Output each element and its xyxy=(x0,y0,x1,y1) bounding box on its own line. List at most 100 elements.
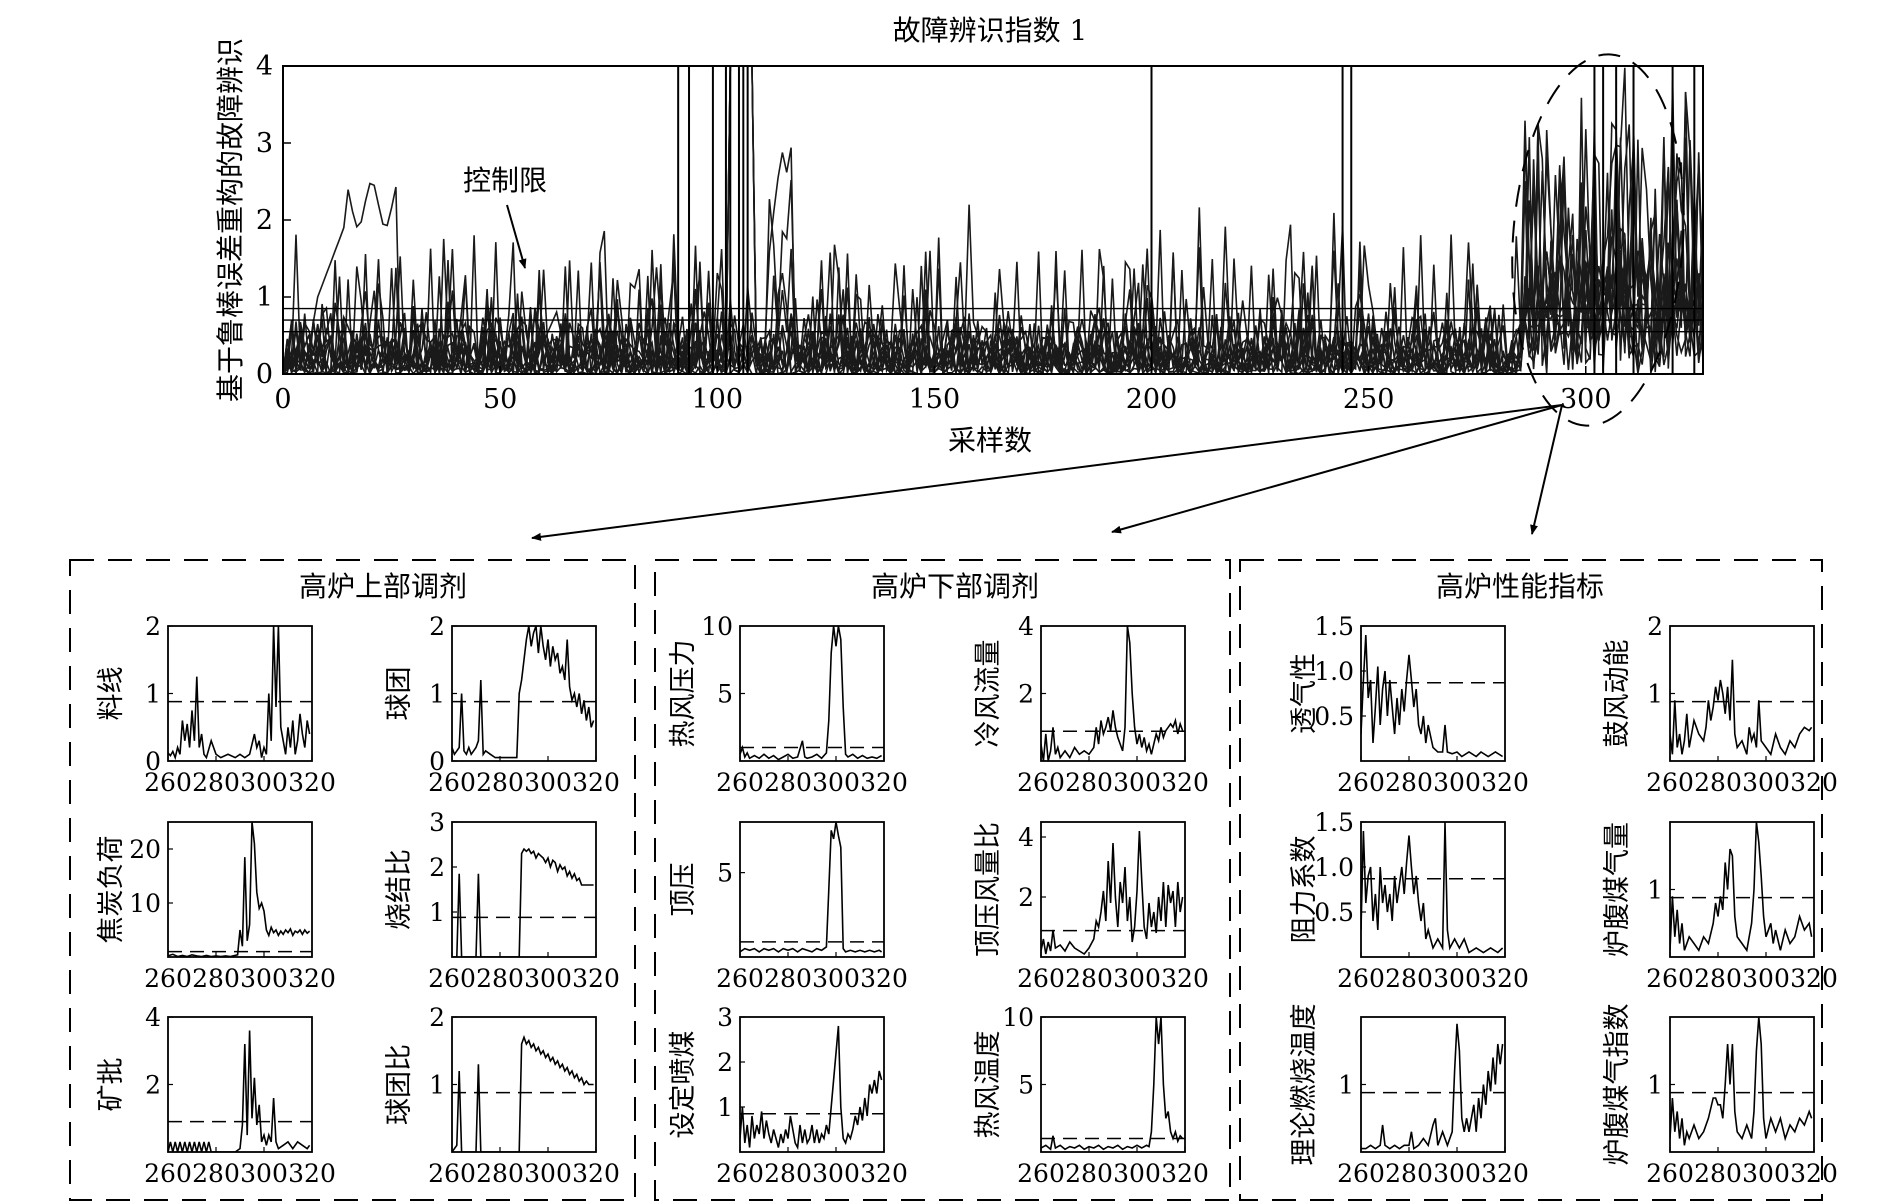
subplot-ylabel: 矿批 xyxy=(96,1058,127,1112)
subplot-series-line xyxy=(1670,1017,1813,1146)
subplot-series-line xyxy=(1041,830,1184,956)
main-plot-area xyxy=(283,66,1703,374)
subplot-xtick-label: 280 xyxy=(1065,768,1113,797)
main-series-line xyxy=(283,141,1703,374)
subplot-xtick-label: 300 xyxy=(812,964,860,993)
subplot-ytick-label: 10 xyxy=(701,612,733,641)
subplot-plot-area xyxy=(740,1025,884,1151)
subplot-plot-area xyxy=(1361,634,1505,758)
subplot-xtick-label: 320 xyxy=(1790,964,1838,993)
subplot-ytick-label: 0 xyxy=(429,747,445,776)
subplot-ytick-label: 0.5 xyxy=(1314,898,1354,927)
subplot-ytick-label: 5 xyxy=(717,859,733,888)
subplot-xtick-label: 280 xyxy=(764,1159,812,1188)
subplot-ylabel: 理论燃烧温度 xyxy=(1289,1004,1320,1166)
subplot-xtick-label: 260 xyxy=(1337,964,1385,993)
subplot-xtick-label: 260 xyxy=(1337,1159,1385,1188)
subplot-xtick-label: 260 xyxy=(428,768,476,797)
subplot-ytick-label: 20 xyxy=(129,835,161,864)
subplot-ytick-label: 4 xyxy=(1018,612,1034,641)
subplot-ytick-label: 1 xyxy=(429,1071,445,1100)
subplot-xtick-label: 320 xyxy=(288,1159,336,1188)
subplot-xtick-label: 300 xyxy=(1742,768,1790,797)
subplot-ytick-label: 2 xyxy=(717,1048,733,1077)
subplot-series-line xyxy=(452,626,595,759)
subplot-ytick-label: 5 xyxy=(1018,1071,1034,1100)
subplot-xtick-label: 260 xyxy=(144,964,192,993)
subplot-ytick-label: 2 xyxy=(429,1003,445,1032)
main-xtick-label: 200 xyxy=(1126,384,1178,415)
subplot-ytick-label: 10 xyxy=(129,889,161,918)
subplot-xtick-label: 280 xyxy=(1385,964,1433,993)
subplot-xtick-label: 280 xyxy=(476,1159,524,1188)
subplot-xtick-label: 300 xyxy=(1742,964,1790,993)
subplot-xtick-label: 320 xyxy=(288,768,336,797)
subplot-xtick-label: 280 xyxy=(192,964,240,993)
subplot-ytick-label: 4 xyxy=(1018,823,1034,852)
subplot-ytick-label: 2 xyxy=(1647,612,1663,641)
subplot-xtick-label: 320 xyxy=(572,964,620,993)
subplot-axes-frame xyxy=(1360,821,1506,958)
subplot-plot-area xyxy=(1670,822,1814,953)
subplot-xtick-label: 300 xyxy=(240,768,288,797)
subplot-xtick-label: 280 xyxy=(476,768,524,797)
subplot: 260 280 300 320 1 理论燃烧温度 xyxy=(1289,1004,1529,1189)
subplot-xtick-label: 300 xyxy=(812,768,860,797)
subplot-xtick-label: 300 xyxy=(240,1159,288,1188)
group-box-lower xyxy=(654,559,1231,1201)
subplot-ylabel: 顶压 xyxy=(668,863,699,917)
group-title-performance: 高炉性能指标 xyxy=(1436,570,1604,603)
group-box-upper xyxy=(69,559,636,1201)
subplot-plot-area xyxy=(452,847,596,957)
subplot-ylabel: 炉腹煤气指数 xyxy=(1602,1004,1633,1166)
subplot-ytick-label: 3 xyxy=(429,808,445,837)
subplot-xtick-label: 320 xyxy=(860,768,908,797)
main-ytick-label: 0 xyxy=(256,359,273,390)
subplot-ylabel: 鼓风动能 xyxy=(1602,640,1633,748)
subplot-ytick-label: 1.0 xyxy=(1314,853,1354,882)
subplot-xtick-label: 300 xyxy=(1433,964,1481,993)
subplot-series-line xyxy=(1670,822,1813,953)
subplot-xtick-label: 320 xyxy=(572,768,620,797)
subplot-xtick-label: 300 xyxy=(1742,1159,1790,1188)
subplot: 260 280 300 320 1 炉腹煤气指数 xyxy=(1602,1004,1838,1189)
subplot-xtick-label: 320 xyxy=(1481,1159,1529,1188)
subplot-xtick-label: 280 xyxy=(192,768,240,797)
subplot-xtick-label: 260 xyxy=(1017,964,1065,993)
subplot-xtick-label: 320 xyxy=(572,1159,620,1188)
subplot-series-line xyxy=(740,626,882,761)
subplot-ylabel: 热风温度 xyxy=(973,1031,1004,1139)
subplot: 260 280 300 320 2 4 顶压风量比 xyxy=(973,821,1209,993)
main-title: 故障辨识指数 1 xyxy=(893,14,1088,47)
subplot-xtick-label: 260 xyxy=(1017,768,1065,797)
subplot-xtick-label: 300 xyxy=(1433,768,1481,797)
subplot-xtick-label: 300 xyxy=(1113,964,1161,993)
subplot-ylabel: 顶压风量比 xyxy=(973,822,1004,957)
group-title-lower: 高炉下部调剂 xyxy=(871,570,1039,603)
subplot-series-line xyxy=(1670,659,1813,757)
subplot-ylabel: 焦炭负荷 xyxy=(96,836,127,944)
subplot-axes-frame xyxy=(167,1016,313,1153)
subplot-series-line xyxy=(452,1034,594,1152)
main-ytick-label: 2 xyxy=(256,205,273,236)
subplot-plot-area xyxy=(1041,626,1185,761)
subplot-xtick-label: 300 xyxy=(1113,768,1161,797)
main-chart: 0 50 100 150 200 250 300 0 1 2 3 4 xyxy=(256,51,1704,415)
subplot-xtick-label: 280 xyxy=(476,964,524,993)
subplot: 260 280 300 320 1 2 3 烧结比 xyxy=(384,808,620,993)
subplot-ytick-label: 1 xyxy=(1647,876,1663,905)
subplot-xtick-label: 320 xyxy=(1481,768,1529,797)
subplot-ytick-label: 1.5 xyxy=(1314,808,1354,837)
subplot-xtick-label: 320 xyxy=(1161,768,1209,797)
subplot-xtick-label: 280 xyxy=(1385,768,1433,797)
subplot-series-line xyxy=(168,626,311,761)
subplot-xtick-label: 320 xyxy=(1161,964,1209,993)
group-title-upper: 高炉上部调剂 xyxy=(299,570,467,603)
subplot-plot-area xyxy=(1670,1017,1814,1146)
subplot-xtick-label: 320 xyxy=(1161,1159,1209,1188)
subplot-xtick-label: 260 xyxy=(716,768,764,797)
